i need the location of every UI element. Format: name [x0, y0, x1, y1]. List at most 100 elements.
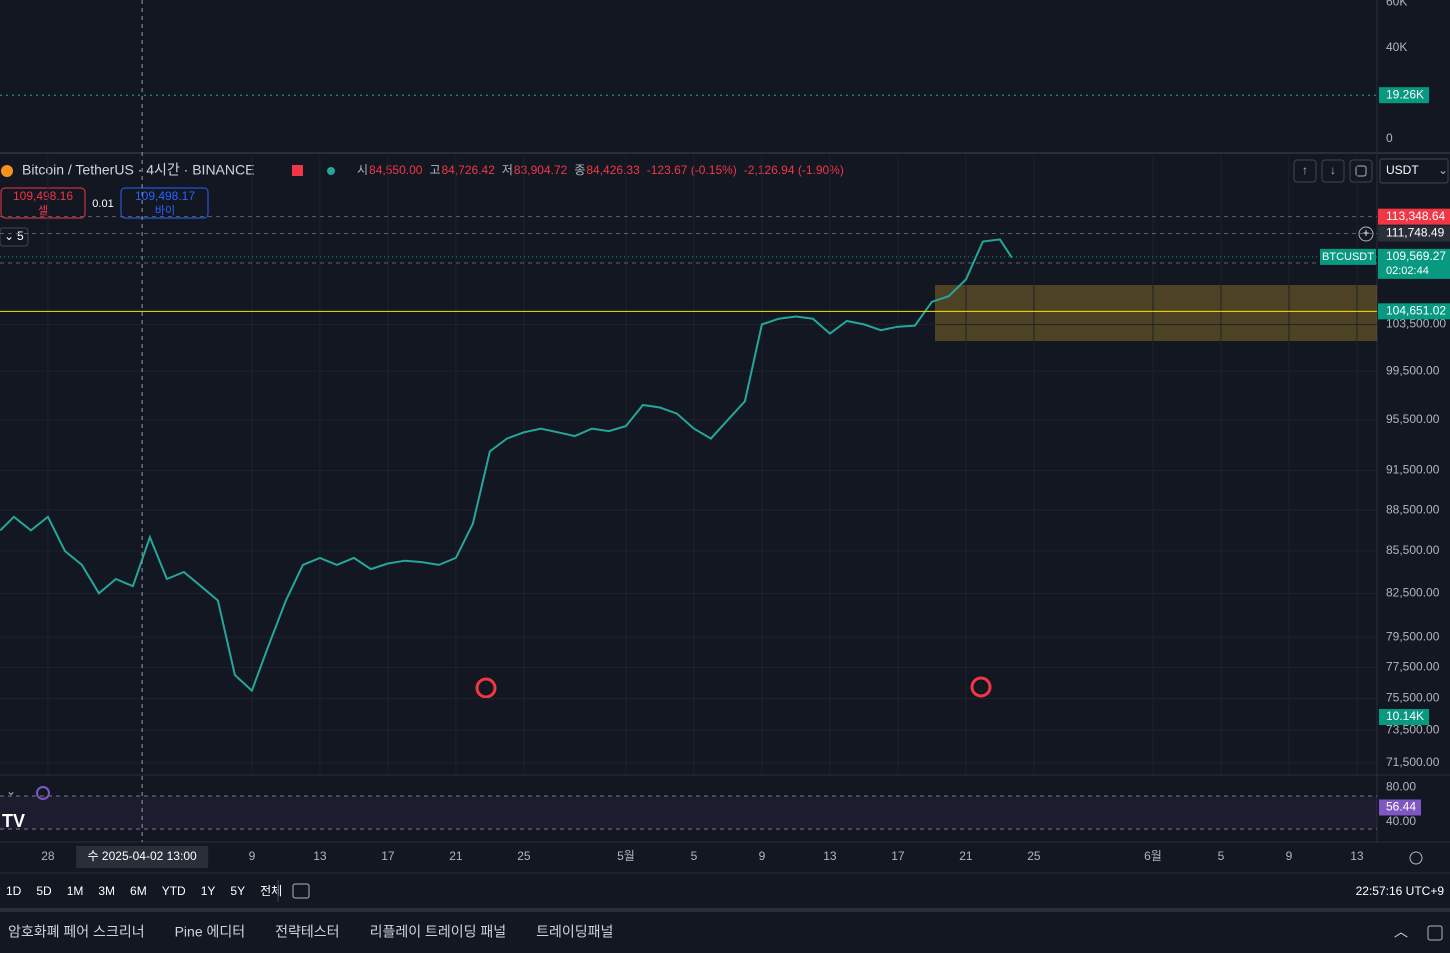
caret: ⌄ — [4, 229, 14, 243]
ohlc-value: 84,726.42 — [441, 163, 495, 177]
ohlc-key: 고 — [429, 163, 440, 177]
y-tick-label: 79,500.00 — [1386, 629, 1440, 643]
x-tick-label: 13 — [313, 849, 327, 863]
volume-tick-label: 40K — [1386, 40, 1407, 54]
sell-label: 셀 — [38, 204, 48, 217]
tab[interactable]: 전략테스터 — [275, 924, 339, 940]
collapse[interactable]: ︿ — [1394, 924, 1408, 940]
down-button[interactable] — [1321, 159, 1345, 183]
volume-tick-label: 60K — [1386, 0, 1407, 9]
signal — [475, 677, 497, 699]
range-button[interactable]: 전체 — [260, 884, 282, 898]
y-tick-label: 103,500.00 — [1386, 317, 1446, 331]
y-tick-label: 73,500.00 — [1386, 722, 1440, 736]
caret: ⌄ — [1438, 163, 1448, 177]
tab[interactable]: 트레이딩패널 — [536, 924, 613, 940]
range-button[interactable]: YTD — [162, 884, 186, 898]
price-label-box — [1378, 225, 1450, 242]
volume-tick-label: 0 — [1386, 131, 1393, 145]
x-tick-label: 5 — [1218, 849, 1225, 863]
add-icon: + — [1362, 226, 1369, 240]
bottom-panel — [0, 910, 1450, 953]
tabs: 암호화폐 페어 스크리너 Pine 에디터 전략테스터 리플레이 트레이딩 패널 트레이… — [8, 924, 613, 940]
logo: TV — [2, 811, 25, 831]
volume-last-box — [1379, 87, 1429, 104]
symbol-tag-box — [1320, 248, 1376, 265]
y-tick-label: 85,500.00 — [1386, 543, 1440, 557]
buy-button[interactable] — [120, 187, 209, 219]
date-range-icon[interactable] — [292, 883, 310, 899]
sell-button[interactable] — [0, 187, 86, 219]
x-tick-label: 5 — [691, 849, 698, 863]
ohlc-value: 84,426.33 — [586, 163, 640, 177]
status — [327, 167, 335, 175]
rsi-icon — [36, 786, 50, 800]
currency-select[interactable] — [1379, 158, 1449, 184]
x-tick-label: 9 — [759, 849, 766, 863]
crosshair-label: 수 2025-04-02 13:00 — [88, 849, 197, 863]
currency: USDT — [1386, 163, 1419, 177]
x-tick-label: 21 — [959, 849, 973, 863]
rsi-last-label: 56.44 — [1386, 800, 1416, 814]
y-tick-label: 71,500.00 — [1386, 755, 1440, 769]
countdown: 02:02:44 — [1386, 265, 1429, 277]
range-button[interactable]: 3M — [98, 884, 115, 898]
ohlc-value: 84,550.00 — [369, 163, 423, 177]
buy-price: 109,498.17 — [135, 189, 195, 203]
change-2: -2,126.94 (-1.90%) — [744, 163, 844, 177]
flag[interactable] — [292, 165, 303, 176]
signal — [970, 676, 992, 698]
last-price: 109,569.27 — [1386, 249, 1446, 263]
x-tick-label: 9 — [1286, 849, 1293, 863]
range-button[interactable]: 1Y — [201, 884, 216, 898]
spread: 0.01 — [92, 198, 113, 210]
box-button[interactable] — [1349, 159, 1373, 183]
tab[interactable]: 리플레이 트레이딩 패널 — [370, 924, 507, 940]
price-label: 111,748.49 — [1386, 226, 1445, 240]
x-tick-label: 28 — [41, 849, 55, 863]
tab[interactable]: 암호화폐 페어 스크리너 — [8, 924, 145, 940]
add-button[interactable] — [1358, 226, 1374, 242]
coin-icon — [1, 165, 13, 177]
change: -123.67 (-0.15%) — [647, 163, 737, 177]
x-tick-label: 5월 — [617, 849, 635, 863]
y-tick-label: 77,500.00 — [1386, 660, 1440, 674]
y-tick-label: 95,500.00 — [1386, 412, 1440, 426]
rsi-tick-label: 80.00 — [1386, 779, 1416, 793]
tab[interactable]: Pine 에디터 — [175, 924, 246, 940]
symbol[interactable]: Bitcoin / TetherUS · 4시간 · BINANCE — [22, 162, 254, 178]
x-tick-label: 25 — [517, 849, 531, 863]
crosshair-label-box — [76, 846, 209, 868]
range-button[interactable]: 5Y — [230, 884, 245, 898]
ohlc-value: 83,904.72 — [514, 163, 568, 177]
rsi-band — [0, 796, 1377, 829]
down-icon: ↓ — [1330, 163, 1336, 177]
indicators-toggle[interactable] — [0, 227, 29, 247]
range-button[interactable]: 1M — [67, 884, 84, 898]
y-tick-label: 75,500.00 — [1386, 691, 1440, 705]
x-tick-label: 13 — [1350, 849, 1364, 863]
volume-last-label: 19.26K — [1386, 87, 1424, 101]
range-button[interactable]: 5D — [36, 884, 52, 898]
settings[interactable] — [1409, 851, 1423, 865]
box-icon — [1355, 165, 1367, 177]
maximize[interactable] — [1427, 925, 1443, 941]
x-tick-label: 17 — [381, 849, 395, 863]
buy-label: 바이 — [155, 204, 175, 217]
range-button[interactable]: 1D — [6, 884, 22, 898]
indicators-count: 5 — [17, 229, 24, 243]
up-icon: ↑ — [1302, 163, 1308, 177]
x-tick-label: 17 — [891, 849, 905, 863]
x-tick-label: 25 — [1027, 849, 1041, 863]
x-tick-label: 9 — [249, 849, 256, 863]
up-button[interactable] — [1293, 159, 1317, 183]
last-price-box — [1378, 248, 1450, 279]
volume-label-box — [1379, 709, 1429, 725]
range-button[interactable]: 6M — [130, 884, 147, 898]
ohlc: 시 84,550.00 고 84,726.42 저 83,904.72 종 84,426.33… — [357, 163, 844, 177]
x-tick-label: 6월 — [1144, 849, 1162, 863]
rsi-caret[interactable]: ⌄ — [6, 784, 16, 798]
y-tick-label: 82,500.00 — [1386, 585, 1440, 599]
clock: 22:57:16 UTC+9 — [1356, 884, 1445, 898]
